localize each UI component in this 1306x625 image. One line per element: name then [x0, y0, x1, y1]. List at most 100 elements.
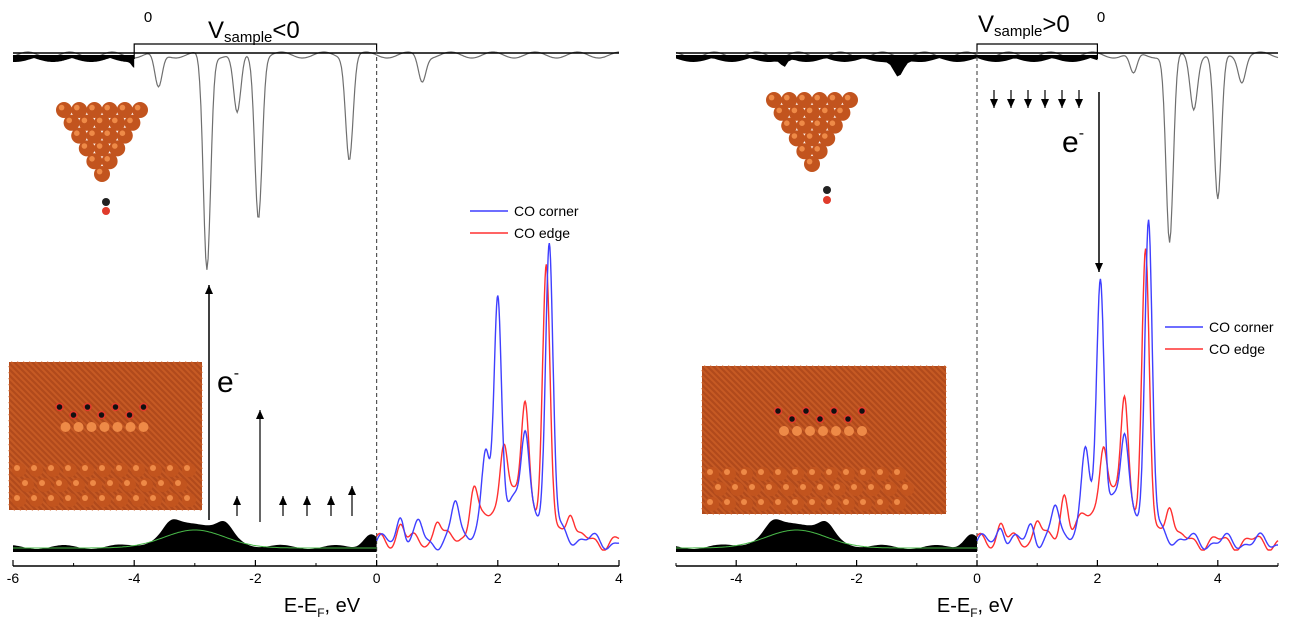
surface-inset-left	[8, 361, 203, 511]
slab-stripe	[88, 361, 203, 476]
atom-highlight	[799, 146, 805, 152]
x-tick-label: -6	[7, 570, 20, 586]
arrow-head	[1024, 99, 1032, 108]
slab-atom-highlight	[175, 480, 181, 486]
arrow-head	[1058, 99, 1066, 108]
slab-stripe	[118, 361, 203, 446]
slab-stripe	[190, 361, 203, 374]
electron-arrow-small	[279, 496, 287, 516]
slab-stripe	[823, 365, 947, 489]
slab-atom-highlight	[758, 499, 764, 505]
slab-atom-highlight	[860, 499, 866, 505]
slab-atom-highlight	[843, 499, 849, 505]
slab-atom-highlight	[715, 484, 721, 490]
atom-highlight	[791, 133, 798, 139]
slab-atom-highlight	[158, 480, 164, 486]
slab-stripe	[937, 365, 947, 375]
slab-stripe	[775, 365, 925, 515]
tip-pyramid-right	[766, 92, 858, 172]
x-tick-label: 0	[373, 570, 381, 586]
slab-atom-highlight	[775, 499, 781, 505]
slab-atom-highlight	[809, 499, 815, 505]
slab-atom-highlight	[817, 484, 823, 490]
arrow-head	[1075, 99, 1083, 108]
island-atom	[125, 422, 136, 432]
slab-atom-highlight	[724, 469, 730, 475]
slab-atom-highlight	[741, 499, 747, 505]
island-atom	[805, 426, 815, 436]
slab-atom-highlight	[14, 465, 20, 471]
electron-arrow-small	[348, 486, 356, 516]
x-tick-label: -4	[128, 570, 141, 586]
slab-stripe	[8, 395, 124, 511]
electron-arrow-medium	[256, 410, 264, 522]
structure-insets	[8, 92, 947, 515]
co-molecule	[111, 402, 120, 412]
slab-stripe	[166, 361, 203, 398]
slab-atom-highlight	[133, 495, 139, 501]
slab-stripe	[829, 365, 947, 483]
co-corner-curve-left	[375, 242, 620, 551]
atom-highlight	[822, 107, 828, 114]
legend-label-edge-left: CO edge	[514, 225, 570, 241]
co-edge-curve-left	[376, 264, 620, 551]
slab-atom-highlight	[150, 495, 156, 501]
slab-stripe	[8, 407, 112, 511]
co-molecule	[829, 406, 839, 416]
co-molecule	[139, 402, 148, 412]
slab-atom-highlight	[758, 469, 764, 475]
co-molecule	[815, 414, 825, 424]
atom-highlight	[829, 120, 836, 126]
slab-stripe	[793, 365, 943, 515]
co-corner-line	[976, 219, 1278, 550]
slab-stripe	[701, 411, 805, 515]
arrow-head	[348, 486, 356, 495]
atom-highlight	[814, 120, 820, 126]
slab-stripe	[148, 361, 203, 416]
atom-highlight	[89, 104, 95, 111]
co-molecule	[843, 414, 853, 424]
slab-atom-highlight	[860, 469, 866, 475]
co-molecule	[69, 410, 78, 420]
electron-arrow-small	[1058, 90, 1066, 108]
slab-atom-highlight	[184, 495, 190, 501]
bracket-zero-left: 0	[144, 9, 152, 26]
slab-stripe	[142, 361, 203, 422]
slab-atom-highlight	[707, 499, 713, 505]
bias-bracket-right	[976, 43, 1098, 59]
atom-highlight	[806, 133, 813, 139]
slab-stripe	[817, 365, 947, 495]
arrow-head	[327, 496, 335, 505]
slab-stripe	[46, 361, 196, 511]
arrow-head	[1041, 99, 1049, 108]
slab-stripe	[889, 365, 947, 423]
atom-highlight	[806, 107, 813, 114]
x-tick-label: 4	[1214, 570, 1222, 586]
co-molecule	[97, 410, 106, 420]
x-tick-label: 2	[1094, 570, 1102, 586]
slab-stripe	[701, 405, 811, 515]
atom-highlight	[134, 104, 141, 111]
co-molecule	[773, 406, 783, 416]
slab-atom-highlight	[90, 480, 96, 486]
slab-atom-highlight	[14, 495, 20, 501]
legend-label-corner-right: CO corner	[1209, 319, 1274, 335]
atom-highlight	[66, 117, 72, 124]
island-atom	[86, 422, 97, 432]
slab-stripe	[865, 365, 947, 447]
slab-stripe	[841, 365, 947, 471]
slab-atom-highlight	[167, 495, 173, 501]
slab-atom-highlight	[107, 480, 113, 486]
slab-atom-highlight	[792, 499, 798, 505]
arrow-head	[303, 496, 311, 505]
tip-dos-curve-left	[12, 43, 620, 566]
x-tick-label: 0	[973, 570, 981, 586]
atom-highlight	[799, 94, 805, 101]
slab-stripe	[701, 381, 835, 515]
slab-stripe	[895, 365, 947, 417]
co-carbon-right	[823, 186, 831, 194]
co-molecule	[125, 410, 134, 420]
electron-arrow-small	[990, 90, 998, 108]
slab-stripe	[907, 365, 947, 405]
slab-stripe	[925, 365, 947, 387]
